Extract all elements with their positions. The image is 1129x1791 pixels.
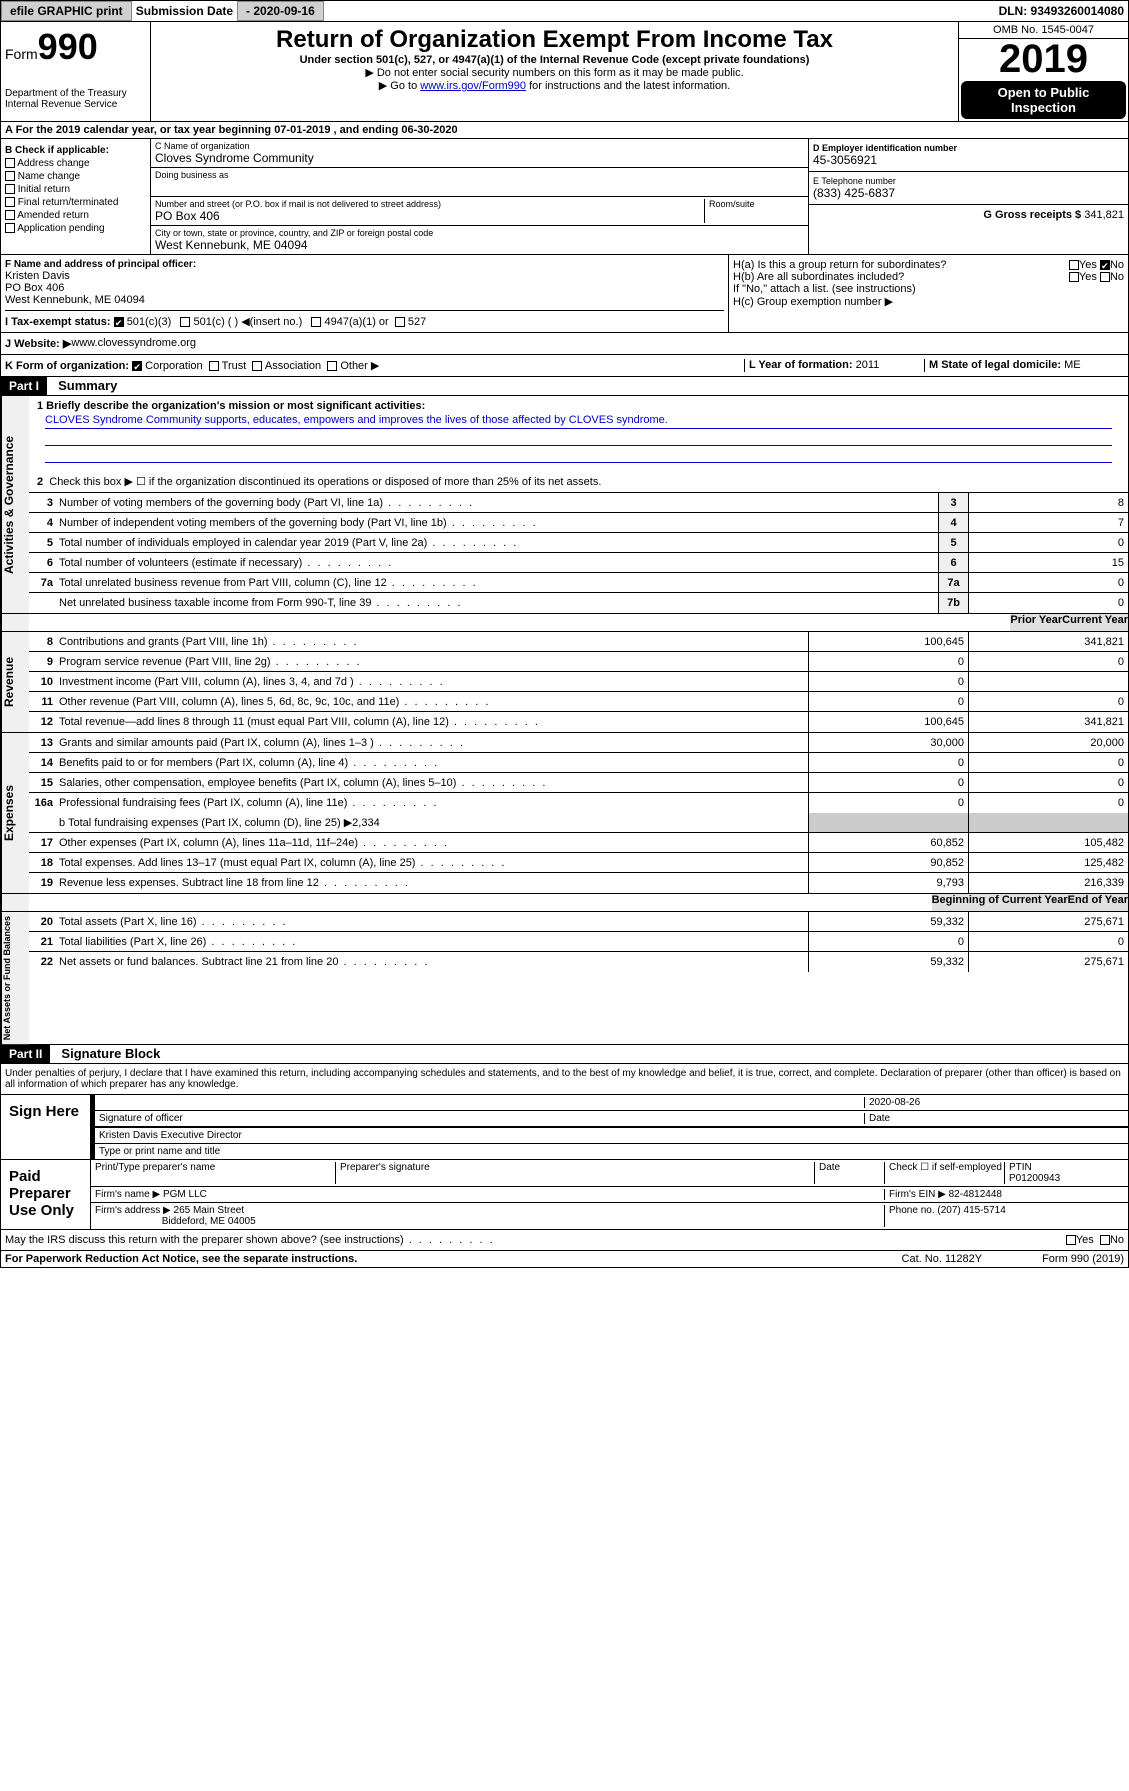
line-21: 21Total liabilities (Part X, line 26)00 (29, 932, 1128, 952)
officer-grid: F Name and address of principal officer:… (0, 255, 1129, 333)
efile-button[interactable]: efile GRAPHIC print (1, 1, 132, 21)
org-address: PO Box 406 (155, 209, 704, 223)
line-9: 9Program service revenue (Part VIII, lin… (29, 652, 1128, 672)
sign-here-block: Sign Here 2020-08-26 Signature of office… (0, 1095, 1129, 1160)
mission-text: CLOVES Syndrome Community supports, educ… (45, 412, 1112, 429)
section-b: B Check if applicable: Address change Na… (1, 139, 151, 254)
line-11: 11Other revenue (Part VIII, column (A), … (29, 692, 1128, 712)
firm-phone: (207) 415-5714 (937, 1205, 1005, 1216)
corp-check: ✔ (132, 361, 142, 371)
exp-sidebar: Expenses (1, 733, 29, 893)
line-7a: 7aTotal unrelated business revenue from … (29, 573, 1128, 593)
part2-title: Signature Block (53, 1046, 160, 1061)
irs-link[interactable]: www.irs.gov/Form990 (420, 80, 526, 92)
line-15: 15Salaries, other compensation, employee… (29, 773, 1128, 793)
discuss-row: May the IRS discuss this return with the… (0, 1230, 1129, 1251)
year-formation: 2011 (856, 359, 880, 371)
501c3-check: ✔ (114, 317, 124, 327)
department: Department of the Treasury Internal Reve… (5, 88, 146, 110)
open-public-badge: Open to PublicInspection (961, 81, 1126, 119)
submission-date[interactable]: - 2020-09-16 (237, 1, 324, 21)
line-12: 12Total revenue—add lines 8 through 11 (… (29, 712, 1128, 732)
line-17: 17Other expenses (Part IX, column (A), l… (29, 833, 1128, 853)
dln: DLN: 93493260014080 (999, 4, 1128, 18)
net-section: Net Assets or Fund Balances 20Total asse… (0, 912, 1129, 1045)
part1-header: Part I (1, 377, 47, 395)
line-20: 20Total assets (Part X, line 16)59,33227… (29, 912, 1128, 932)
officer-sig: Kristen Davis Executive Director (99, 1130, 242, 1141)
website-link[interactable]: www.clovessyndrome.org (71, 337, 196, 350)
gov-sidebar: Activities & Governance (1, 396, 29, 613)
website-row: J Website: ▶ www.clovessyndrome.org (0, 333, 1129, 355)
rev-sidebar: Revenue (1, 632, 29, 732)
paid-preparer-block: Paid Preparer Use Only Print/Type prepar… (0, 1160, 1129, 1230)
line-3: 3Number of voting members of the governi… (29, 493, 1128, 513)
tax-year: 2019 (959, 39, 1128, 79)
line-22: 22Net assets or fund balances. Subtract … (29, 952, 1128, 972)
gross-receipts: 341,821 (1084, 209, 1124, 221)
officer-name: Kristen Davis (5, 270, 724, 282)
line-14: 14Benefits paid to or for members (Part … (29, 753, 1128, 773)
org-city: West Kennebunk, ME 04094 (155, 238, 433, 252)
expenses-section: Expenses 13Grants and similar amounts pa… (0, 733, 1129, 894)
line-18: 18Total expenses. Add lines 13–17 (must … (29, 853, 1128, 873)
line-5: 5Total number of individuals employed in… (29, 533, 1128, 553)
entity-grid: B Check if applicable: Address change Na… (0, 139, 1129, 255)
net-sidebar: Net Assets or Fund Balances (1, 912, 29, 1044)
year-header-row: Prior Year Current Year (0, 614, 1129, 632)
ssn-note: ▶ Do not enter social security numbers o… (155, 66, 954, 79)
line-13: 13Grants and similar amounts paid (Part … (29, 733, 1128, 753)
sig-date: 2020-08-26 (864, 1097, 1124, 1108)
org-form-row: K Form of organization: ✔ Corporation Tr… (0, 355, 1129, 377)
line-10: 10Investment income (Part VIII, column (… (29, 672, 1128, 692)
line-7b: Net unrelated business taxable income fr… (29, 593, 1128, 613)
ptin: P01200943 (1009, 1173, 1060, 1184)
line-19: 19Revenue less expenses. Subtract line 1… (29, 873, 1128, 893)
section-c: C Name of organizationCloves Syndrome Co… (151, 139, 808, 254)
footer: For Paperwork Reduction Act Notice, see … (0, 1251, 1129, 1268)
goto-note: ▶ Go to www.irs.gov/Form990 for instruct… (155, 79, 954, 92)
form-subtitle: Under section 501(c), 527, or 4947(a)(1)… (155, 54, 954, 66)
form-number: 990 (38, 26, 98, 67)
submission-label: Submission Date (132, 4, 237, 18)
part2-header: Part II (1, 1045, 50, 1063)
ein: 45-3056921 (813, 153, 1124, 167)
line-16a: 16aProfessional fundraising fees (Part I… (29, 793, 1128, 813)
revenue-section: Revenue 8Contributions and grants (Part … (0, 632, 1129, 733)
form-title: Return of Organization Exempt From Incom… (155, 26, 954, 54)
form-label: Form (5, 46, 38, 62)
line-8: 8Contributions and grants (Part VIII, li… (29, 632, 1128, 652)
tax-year-row: A For the 2019 calendar year, or tax yea… (0, 122, 1129, 139)
firm-ein: 82-4812448 (949, 1189, 1002, 1200)
firm-name: PGM LLC (163, 1189, 207, 1200)
governance-section: Activities & Governance 1 Briefly descri… (0, 396, 1129, 614)
line-6: 6Total number of volunteers (estimate if… (29, 553, 1128, 573)
line-4: 4Number of independent voting members of… (29, 513, 1128, 533)
declaration: Under penalties of perjury, I declare th… (0, 1064, 1129, 1095)
org-name: Cloves Syndrome Community (155, 151, 804, 165)
firm-addr: 265 Main Street (174, 1205, 245, 1216)
section-defg: D Employer identification number45-30569… (808, 139, 1128, 254)
form-header: Form990 Department of the Treasury Inter… (0, 22, 1129, 122)
part1-title: Summary (50, 378, 117, 393)
phone: (833) 425-6837 (813, 186, 1124, 200)
top-bar: efile GRAPHIC print Submission Date - 20… (0, 0, 1129, 22)
net-header-row: Beginning of Current Year End of Year (0, 894, 1129, 912)
domicile: ME (1064, 359, 1081, 371)
